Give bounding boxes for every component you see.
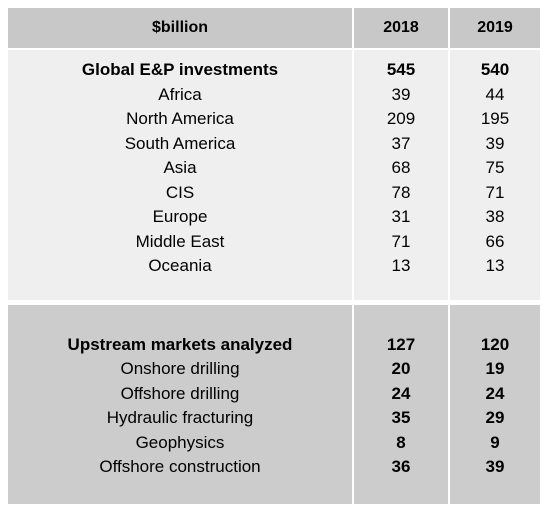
upstream-2019-column: 120 19 24 29 9 39 — [450, 304, 540, 504]
global-labels-column: Global E&P investments Africa North Amer… — [8, 50, 352, 300]
global-2019-column: 540 44 195 39 75 71 38 66 13 — [450, 50, 540, 300]
region-value-2018: 37 — [391, 133, 411, 153]
market-value-2018: 20 — [391, 359, 411, 378]
market-label: Geophysics — [135, 432, 225, 452]
market-value-2018: 36 — [391, 457, 411, 476]
upstream-2018-column: 127 20 24 35 8 36 — [354, 304, 448, 504]
region-label: Europe — [152, 207, 208, 226]
region-value-2018: 71 — [391, 231, 411, 251]
region-label: North America — [126, 109, 234, 128]
market-value-2018: 8 — [396, 432, 406, 452]
global-total-2018: 545 — [386, 60, 416, 79]
region-label: Africa — [158, 84, 202, 104]
investment-table: $billion 2018 2019 Global E&P investment… — [8, 8, 540, 504]
section-divider — [8, 300, 540, 303]
region-value-2018: 68 — [391, 158, 411, 177]
market-value-2019: 19 — [485, 359, 505, 378]
upstream-title-label: Upstream markets analyzed — [67, 334, 293, 354]
market-label: Offshore construction — [99, 457, 261, 476]
region-value-2019: 66 — [485, 231, 505, 251]
market-label: Hydraulic fracturing — [106, 408, 254, 427]
upstream-total-2019: 120 — [480, 334, 510, 354]
global-2018-column: 545 39 209 37 68 78 31 71 13 — [354, 50, 448, 300]
region-value-2019: 38 — [485, 207, 505, 226]
header-2019: 2019 — [450, 8, 540, 48]
region-value-2019: 13 — [485, 256, 505, 275]
region-value-2018: 39 — [391, 84, 411, 104]
region-label: Oceania — [148, 256, 212, 275]
region-label: South America — [124, 133, 236, 153]
market-value-2019: 9 — [490, 432, 500, 452]
market-value-2018: 35 — [391, 408, 411, 427]
market-label: Onshore drilling — [120, 359, 240, 378]
region-value-2019: 195 — [480, 109, 510, 128]
region-value-2019: 44 — [485, 84, 505, 104]
market-value-2018: 24 — [391, 383, 411, 403]
region-label: CIS — [165, 182, 195, 202]
header-unit-label: $billion — [8, 8, 352, 48]
upstream-section: Upstream markets analyzed Onshore drilli… — [8, 304, 540, 504]
region-label: Asia — [163, 158, 197, 177]
region-label: Middle East — [135, 231, 225, 251]
market-value-2019: 39 — [485, 457, 505, 476]
global-total-2019: 540 — [480, 60, 510, 79]
region-value-2018: 31 — [391, 207, 411, 226]
market-value-2019: 29 — [485, 408, 505, 427]
global-section: Global E&P investments Africa North Amer… — [8, 50, 540, 300]
region-value-2019: 75 — [485, 158, 505, 177]
region-value-2019: 39 — [485, 133, 505, 153]
upstream-labels-column: Upstream markets analyzed Onshore drilli… — [8, 304, 352, 504]
region-value-2018: 13 — [391, 256, 411, 275]
table-header-row: $billion 2018 2019 — [8, 8, 540, 48]
market-label: Offshore drilling — [120, 383, 240, 403]
region-value-2018: 78 — [391, 182, 411, 202]
region-value-2019: 71 — [485, 182, 505, 202]
upstream-total-2018: 127 — [386, 334, 416, 354]
global-title-label: Global E&P investments — [81, 60, 279, 79]
header-2018: 2018 — [354, 8, 448, 48]
region-value-2018: 209 — [386, 109, 416, 128]
market-value-2019: 24 — [485, 383, 505, 403]
